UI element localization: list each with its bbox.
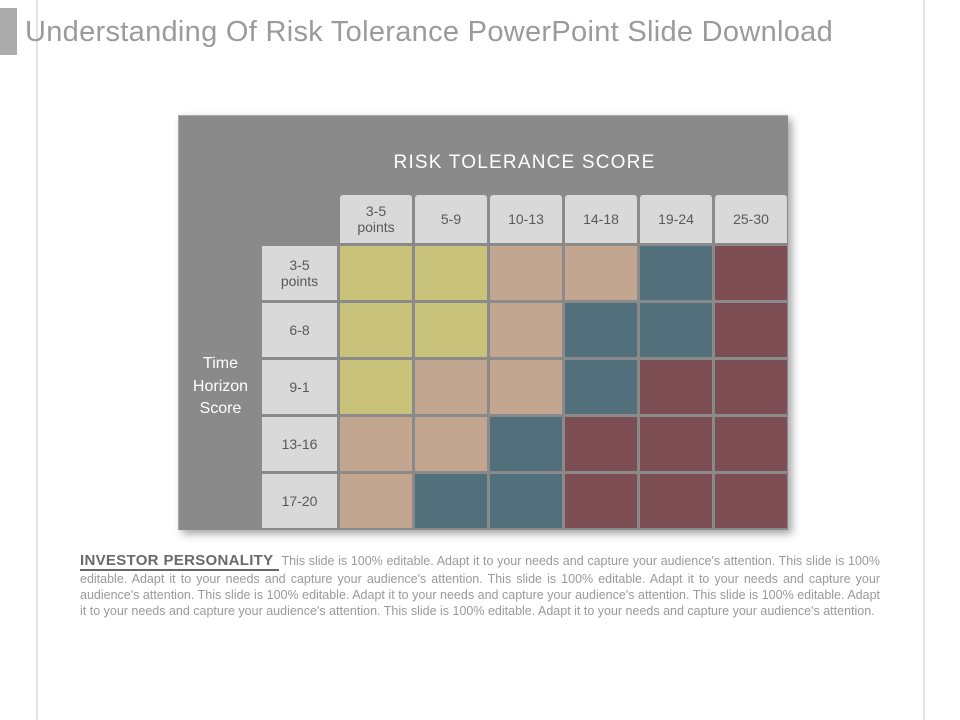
matrix-cell-very-high xyxy=(565,474,637,528)
footer-body: This slide is 100% editable. Adapt it to… xyxy=(80,554,880,618)
matrix-cell-very-high xyxy=(640,474,712,528)
matrix-cell-moderate xyxy=(340,417,412,471)
matrix-cell-very-high xyxy=(715,417,787,471)
page-title: Understanding Of Risk Tolerance PowerPoi… xyxy=(25,16,834,48)
matrix-cell-moderate xyxy=(565,246,637,300)
row-header: 9-1 xyxy=(262,360,337,414)
matrix-grid: 3-5 points 5-9 10-13 14-18 19-24 25-30 3-5 poi… xyxy=(262,195,787,528)
matrix-cell-moderate xyxy=(490,303,562,357)
matrix-cell-high xyxy=(415,474,487,528)
matrix-cell-moderate xyxy=(490,360,562,414)
matrix-cell-very-high xyxy=(565,417,637,471)
matrix-cell-moderate xyxy=(490,246,562,300)
matrix-cell-moderate xyxy=(415,360,487,414)
row-header: 3-5 points xyxy=(262,246,337,300)
corner-accent xyxy=(0,8,17,55)
column-header: 19-24 xyxy=(640,195,712,243)
risk-matrix-panel: RISK TOLERANCE SCORE Time Horizon Score … xyxy=(178,115,788,530)
matrix-corner-cell xyxy=(262,195,337,243)
matrix-cell-moderate xyxy=(415,417,487,471)
footer-heading: INVESTOR PERSONALITY xyxy=(80,552,280,571)
footer-paragraph: INVESTOR PERSONALITY This slide is 100% e… xyxy=(80,551,880,619)
matrix-cell-high xyxy=(565,360,637,414)
row-header: 6-8 xyxy=(262,303,337,357)
matrix-cell-very-high xyxy=(640,360,712,414)
row-header: 17-20 xyxy=(262,474,337,528)
matrix-cell-moderate xyxy=(340,474,412,528)
matrix-cell-low xyxy=(340,246,412,300)
matrix-cell-high xyxy=(640,246,712,300)
matrix-cell-very-high xyxy=(715,360,787,414)
column-header: 10-13 xyxy=(490,195,562,243)
matrix-cell-low xyxy=(415,303,487,357)
matrix-cell-low xyxy=(415,246,487,300)
row-header: 13-16 xyxy=(262,417,337,471)
matrix-cell-low xyxy=(340,360,412,414)
y-axis-label: Time Horizon Score xyxy=(192,355,249,418)
matrix-cell-very-high xyxy=(715,246,787,300)
matrix-cell-very-high xyxy=(715,303,787,357)
matrix-cell-high xyxy=(490,474,562,528)
matrix-cell-high xyxy=(565,303,637,357)
right-edge-line xyxy=(923,0,925,720)
matrix-cell-high xyxy=(640,303,712,357)
matrix-cell-low xyxy=(340,303,412,357)
column-header: 5-9 xyxy=(415,195,487,243)
matrix-cell-very-high xyxy=(715,474,787,528)
column-header: 25-30 xyxy=(715,195,787,243)
column-header: 3-5 points xyxy=(340,195,412,243)
column-header: 14-18 xyxy=(565,195,637,243)
left-edge-line xyxy=(36,0,38,720)
matrix-cell-high xyxy=(490,417,562,471)
matrix-title: RISK TOLERANCE SCORE xyxy=(393,152,656,173)
matrix-cell-very-high xyxy=(640,417,712,471)
